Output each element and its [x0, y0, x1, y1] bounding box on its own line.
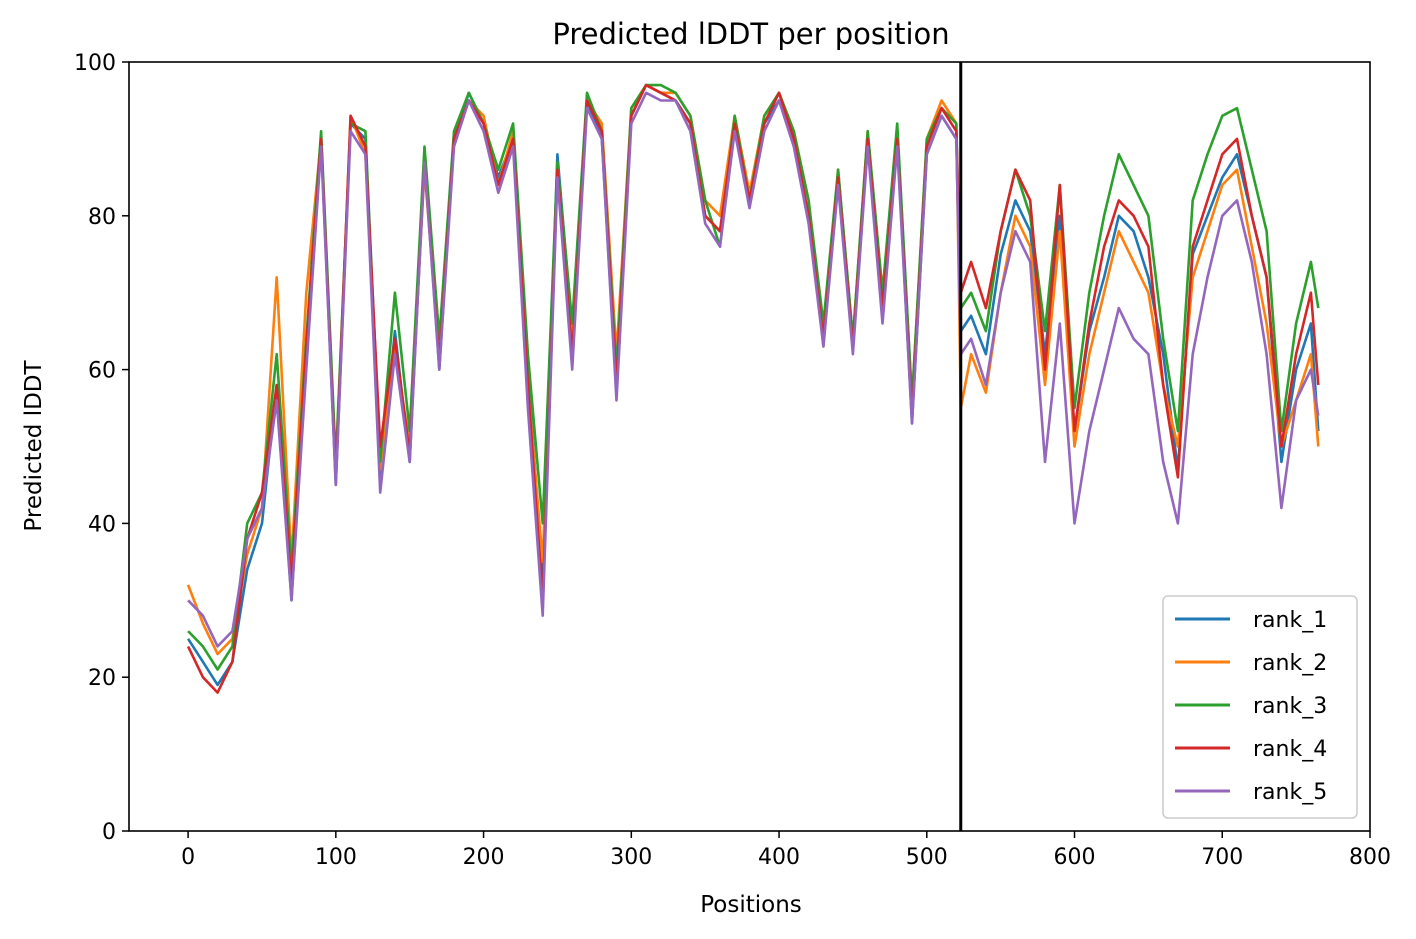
- x-tick-label: 600: [1054, 845, 1096, 870]
- x-tick-label: 800: [1349, 845, 1391, 870]
- y-tick-label: 0: [102, 820, 116, 845]
- chart-title: Predicted lDDT per position: [552, 17, 949, 51]
- legend-label-rank_2: rank_2: [1253, 651, 1327, 676]
- y-tick-label: 80: [88, 205, 116, 230]
- y-tick-label: 60: [88, 359, 116, 384]
- series-line-rank_3: [187, 83, 1320, 671]
- x-tick-label: 500: [906, 845, 948, 870]
- legend-label-rank_1: rank_1: [1253, 608, 1327, 633]
- legend-label-rank_4: rank_4: [1253, 737, 1327, 762]
- x-tick-label: 0: [181, 845, 195, 870]
- y-tick-label: 100: [74, 51, 116, 76]
- x-tick-label: 400: [758, 845, 800, 870]
- y-axis: 0 20 40 60 80 100: [74, 51, 129, 845]
- plot-area: [128, 61, 1371, 832]
- legend-box: [1162, 595, 1358, 819]
- x-axis-label: Positions: [700, 892, 802, 918]
- x-tick-label: 200: [463, 845, 505, 870]
- plot-border: [128, 61, 1371, 832]
- x-tick-label: 300: [610, 845, 652, 870]
- x-tick-label: 700: [1201, 845, 1243, 870]
- legend-label-rank_5: rank_5: [1253, 780, 1327, 805]
- legend-label-rank_3: rank_3: [1253, 694, 1327, 719]
- series-line-rank_5: [187, 91, 1320, 648]
- x-axis: 0 100 200 300 400 500 600 700 800: [181, 831, 1391, 870]
- series-layer: [186, 83, 1320, 694]
- y-tick-label: 40: [88, 512, 116, 537]
- y-tick-label: 20: [88, 666, 116, 691]
- series-line-rank_4: [186, 83, 1320, 694]
- y-axis-label: Predicted lDDT: [21, 359, 47, 531]
- legend: rank_1 rank_2 rank_3 rank_4 rank_5: [1162, 595, 1358, 819]
- x-tick-label: 100: [315, 845, 357, 870]
